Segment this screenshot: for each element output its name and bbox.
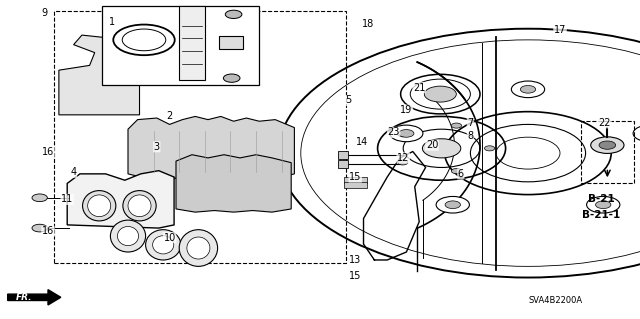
Ellipse shape xyxy=(83,191,116,221)
Text: B-21: B-21 xyxy=(588,194,615,204)
Circle shape xyxy=(445,201,460,209)
Text: 3: 3 xyxy=(154,142,160,152)
Text: 15: 15 xyxy=(349,271,362,281)
Circle shape xyxy=(424,86,456,102)
Ellipse shape xyxy=(118,226,139,246)
Bar xyxy=(581,121,634,183)
Circle shape xyxy=(223,74,240,82)
Circle shape xyxy=(32,194,47,202)
Text: 18: 18 xyxy=(362,19,374,29)
Text: FR.: FR. xyxy=(15,293,32,302)
Circle shape xyxy=(451,123,461,128)
Text: 12: 12 xyxy=(397,153,410,163)
Text: 2: 2 xyxy=(166,111,173,122)
Text: 6: 6 xyxy=(458,169,464,179)
Bar xyxy=(338,151,348,159)
Circle shape xyxy=(511,81,545,98)
Circle shape xyxy=(225,10,242,19)
Ellipse shape xyxy=(187,237,210,259)
Text: 4: 4 xyxy=(70,167,77,177)
Ellipse shape xyxy=(123,191,156,221)
Circle shape xyxy=(599,141,616,149)
Text: 21: 21 xyxy=(413,83,426,93)
Polygon shape xyxy=(176,155,291,212)
Text: 10: 10 xyxy=(163,233,176,243)
Text: 15: 15 xyxy=(349,172,362,182)
Circle shape xyxy=(587,197,620,213)
Ellipse shape xyxy=(88,195,111,217)
Text: 17: 17 xyxy=(554,25,566,35)
Circle shape xyxy=(520,85,536,93)
Text: SVA4B2200A: SVA4B2200A xyxy=(529,296,582,305)
Circle shape xyxy=(596,201,611,209)
Circle shape xyxy=(390,125,423,142)
Text: 1: 1 xyxy=(109,17,115,27)
Circle shape xyxy=(591,137,624,153)
Circle shape xyxy=(633,125,640,142)
Text: 13: 13 xyxy=(349,255,362,265)
Text: 11: 11 xyxy=(61,194,74,204)
Bar xyxy=(102,6,259,85)
Polygon shape xyxy=(179,6,205,80)
Text: 14: 14 xyxy=(355,137,368,147)
Text: B-21-1: B-21-1 xyxy=(582,210,621,220)
Text: 23: 23 xyxy=(387,127,400,137)
Circle shape xyxy=(399,130,414,137)
Text: 19: 19 xyxy=(400,105,413,115)
Bar xyxy=(338,160,348,168)
Ellipse shape xyxy=(146,230,180,260)
Polygon shape xyxy=(128,116,294,179)
Polygon shape xyxy=(59,29,140,115)
Polygon shape xyxy=(67,171,174,228)
Text: 20: 20 xyxy=(426,140,438,150)
Ellipse shape xyxy=(111,220,146,252)
Text: 7: 7 xyxy=(467,118,474,128)
Polygon shape xyxy=(8,290,61,305)
Ellipse shape xyxy=(128,195,151,217)
Circle shape xyxy=(397,132,408,137)
Bar xyxy=(344,177,367,183)
Bar xyxy=(219,36,243,49)
Text: 16: 16 xyxy=(42,226,54,236)
Text: 16: 16 xyxy=(42,146,54,157)
Circle shape xyxy=(397,160,408,165)
Text: 9: 9 xyxy=(42,8,48,18)
Text: 8: 8 xyxy=(467,130,474,141)
Text: 5: 5 xyxy=(346,95,352,106)
Circle shape xyxy=(436,197,469,213)
Circle shape xyxy=(451,168,461,174)
Ellipse shape xyxy=(152,236,174,254)
Circle shape xyxy=(484,146,495,151)
Bar xyxy=(344,182,367,188)
Circle shape xyxy=(32,224,47,232)
Circle shape xyxy=(422,139,461,158)
Text: 22: 22 xyxy=(598,118,611,128)
Ellipse shape xyxy=(179,230,218,266)
